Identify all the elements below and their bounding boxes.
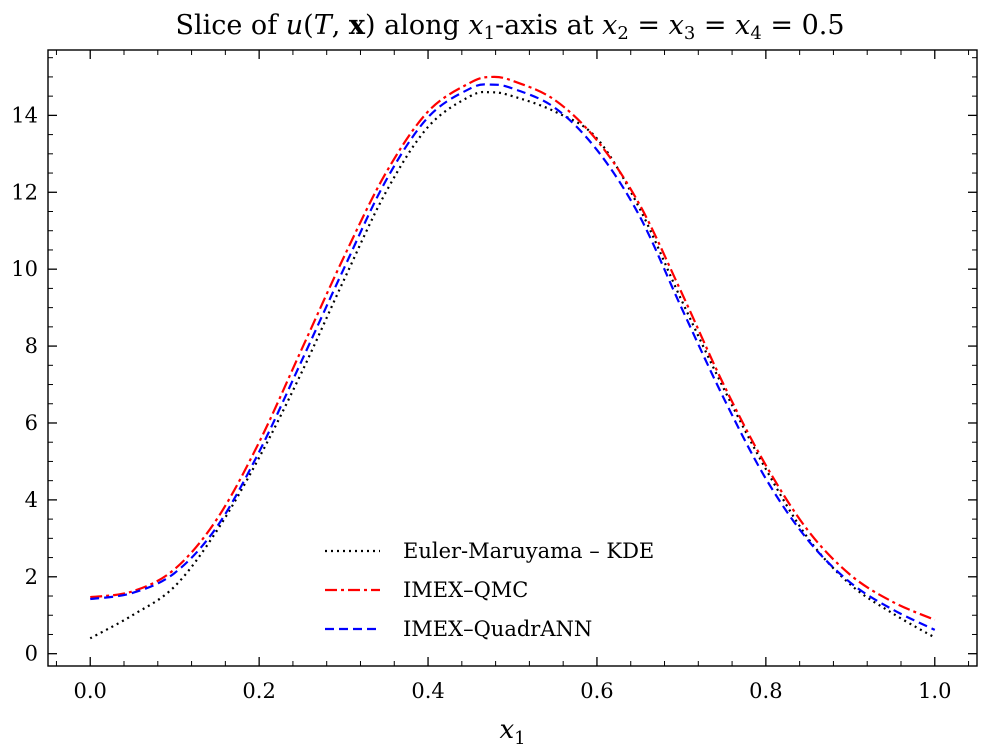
plot-frame [47,49,978,667]
legend: Euler-Maruyama – KDE IMEX–QMC IMEX–QuadrAN… [325,539,654,641]
legend-label: IMEX–QMC [403,578,528,602]
y-tick-label: 6 [25,411,38,435]
x-tick-label: 0.2 [242,679,275,703]
y-tick-label: 0 [25,642,38,666]
x-tick-label: 0.4 [411,679,444,703]
series-imex-quadrann [90,83,936,631]
x-tick-label: 0.8 [749,679,782,703]
y-tick-label: 10 [11,257,38,281]
y-tick-label: 14 [11,103,38,127]
y-tick-label: 2 [25,565,38,589]
y-tick-label: 12 [11,180,38,204]
y-tick-label: 4 [25,488,38,512]
chart-title: Slice of u(T, x) along x1-axis at x2 = x… [175,10,844,44]
legend-label: IMEX–QuadrANN [403,617,592,641]
ticks-layer: 0.0 0.2 0.4 0.6 0.8 1.0 0 2 4 6 8 10 12 14 [11,50,977,703]
legend-label: Euler-Maruyama – KDE [403,539,654,563]
series-euler-maruyama-kde [89,90,936,640]
y-tick-label: 8 [25,334,38,358]
x-tick-label: 0.6 [580,679,613,703]
x-axis-label: x1 [499,715,525,749]
series-imex-qmc [90,75,936,621]
series-layer [89,75,936,640]
x-tick-label: 0.0 [74,679,107,703]
x-tick-label: 1.0 [918,679,951,703]
